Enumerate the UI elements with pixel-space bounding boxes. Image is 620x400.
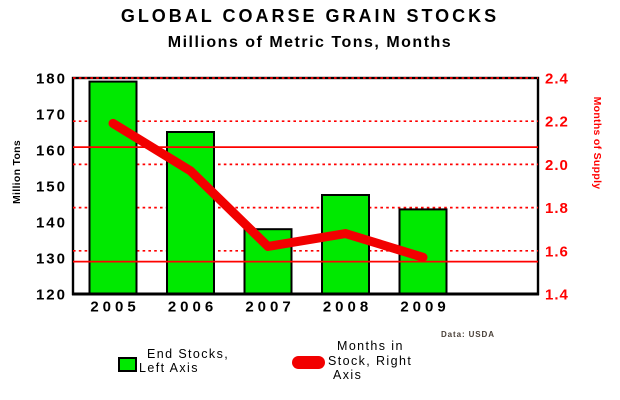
left-tick-label: 130 bbox=[36, 251, 67, 268]
legend-line-swatch bbox=[292, 356, 325, 369]
left-tick-label: 140 bbox=[36, 215, 67, 232]
right-tick-label: 2.4 bbox=[545, 71, 569, 88]
x-label: 2007 bbox=[245, 299, 294, 316]
x-label: 2005 bbox=[90, 299, 139, 316]
right-axis-title: Months of Supply bbox=[591, 97, 603, 190]
left-tick-label: 180 bbox=[36, 71, 67, 88]
x-label: 2008 bbox=[323, 299, 372, 316]
chart-title: GLOBAL COARSE GRAIN STOCKS bbox=[120, 6, 500, 26]
right-tick-label: 2.2 bbox=[545, 114, 569, 131]
left-tick-label: 160 bbox=[36, 143, 67, 160]
right-tick-label: 1.8 bbox=[545, 200, 569, 217]
legend-text-line: Months in bbox=[337, 339, 404, 353]
legend-label-months-in-stock: Months in Stock, Right Axis bbox=[328, 339, 412, 383]
x-label: 2009 bbox=[400, 299, 449, 316]
legend-label-end-stocks: End Stocks, Left Axis bbox=[139, 347, 230, 375]
left-axis-title: Million Tons bbox=[11, 140, 23, 204]
left-tick-label: 150 bbox=[36, 179, 67, 196]
bar-2008 bbox=[321, 194, 370, 295]
right-tick-label: 1.4 bbox=[545, 287, 569, 304]
right-tick-label: 2.0 bbox=[545, 157, 569, 174]
legend-text-line: Left Axis bbox=[139, 360, 199, 375]
source-note: Data: USDA bbox=[441, 330, 495, 339]
bar-2005 bbox=[88, 80, 138, 295]
x-label: 2006 bbox=[168, 299, 217, 316]
months-line bbox=[108, 118, 428, 262]
legend-text-line: End Stocks, bbox=[147, 347, 230, 361]
legend-text-line: Stock, Right bbox=[328, 353, 413, 368]
legend-text-line: Axis bbox=[333, 368, 363, 382]
left-tick-label: 120 bbox=[36, 287, 67, 304]
right-tick-label: 1.6 bbox=[545, 243, 569, 260]
chart-plot: 180 170 160 150 140 130 120 2.4 2.2 2.0 1.8 1.6 1.4 2… bbox=[11, 71, 603, 316]
legend-bar-swatch bbox=[118, 357, 137, 372]
left-tick-label: 170 bbox=[36, 107, 67, 124]
chart-subtitle: Millions of Metric Tons, Months bbox=[167, 34, 453, 51]
